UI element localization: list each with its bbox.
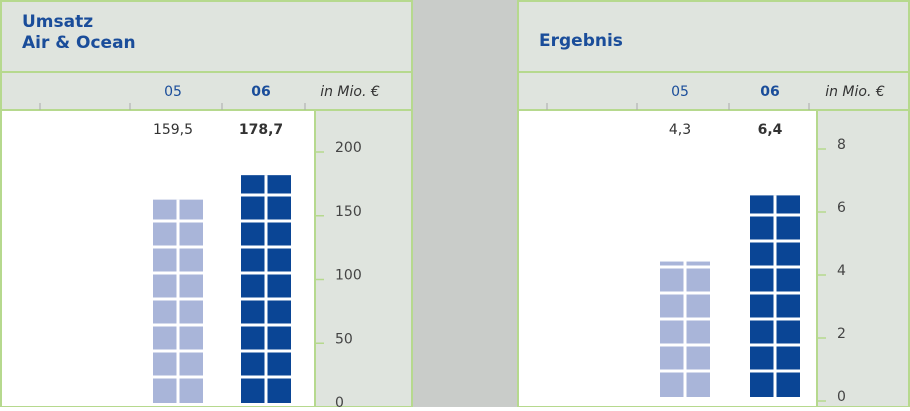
y-tick-label: 0 bbox=[335, 395, 344, 407]
value-label: 159,5 bbox=[153, 122, 193, 138]
panel: Ergebnis in Mio. € 0 2 4 6 8 05 4,3 06 6,4 bbox=[517, 0, 910, 408]
y-tick-label: 50 bbox=[335, 331, 353, 347]
category-label: 05 bbox=[671, 84, 689, 100]
value-label: 178,7 bbox=[239, 122, 283, 138]
axis-column bbox=[816, 109, 910, 408]
y-tick-label: 2 bbox=[837, 326, 846, 342]
value-label: 6,4 bbox=[758, 122, 783, 138]
y-tick-label: 150 bbox=[335, 204, 362, 220]
y-tick-label: 4 bbox=[837, 263, 846, 279]
axis-column bbox=[314, 109, 413, 408]
category-label: 05 bbox=[164, 84, 182, 100]
y-tick-label: 200 bbox=[335, 140, 362, 156]
y-tick-label: 8 bbox=[837, 137, 846, 153]
subheader bbox=[517, 71, 910, 111]
unit-label: in Mio. € bbox=[825, 84, 885, 100]
y-tick-label: 6 bbox=[837, 200, 846, 216]
panel-title: Ergebnis bbox=[539, 31, 623, 51]
panel-title: Umsatz bbox=[22, 12, 93, 32]
y-tick-label: 100 bbox=[335, 268, 362, 284]
panel-title: Air & Ocean bbox=[22, 33, 136, 53]
header bbox=[517, 0, 910, 73]
unit-label: in Mio. € bbox=[320, 84, 380, 100]
category-label: 06 bbox=[760, 84, 779, 100]
value-label: 4,3 bbox=[669, 122, 691, 138]
subheader bbox=[0, 71, 413, 111]
category-label: 06 bbox=[251, 84, 270, 100]
y-tick-label: 0 bbox=[837, 389, 846, 405]
